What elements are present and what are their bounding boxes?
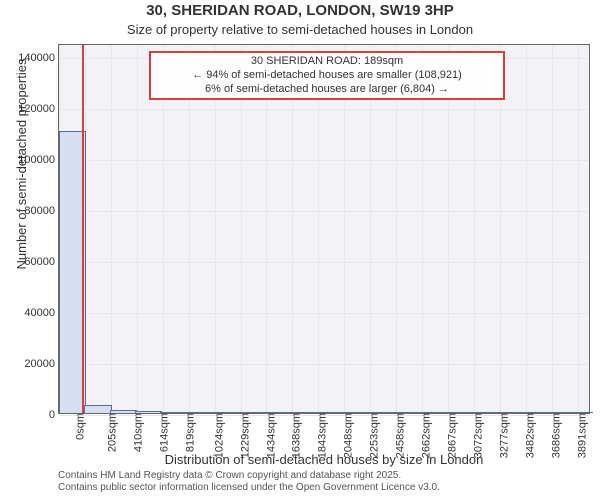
x-axis-label: Distribution of semi-detached houses by … [58, 452, 590, 467]
y-tick-label: 0 [49, 409, 59, 421]
grid-line [59, 262, 589, 263]
plot-area: 0200004000060000800001000001200001400000… [58, 44, 590, 414]
histogram-bar [490, 412, 517, 413]
footnote-line: Contains HM Land Registry data © Crown c… [58, 470, 440, 482]
footnote-line: Contains public sector information licen… [58, 482, 440, 494]
histogram-bar [515, 412, 542, 413]
histogram-bar [414, 412, 441, 413]
annotation-line: 6% of semi-detached houses are larger (6… [155, 83, 499, 97]
x-tick-label: 410sqm [130, 413, 144, 452]
histogram-bar [110, 410, 137, 413]
x-tick-label: 819sqm [182, 413, 196, 452]
grid-line [137, 45, 138, 413]
histogram-bar [566, 412, 593, 413]
histogram-bar [312, 412, 339, 413]
histogram-bar [363, 412, 390, 413]
histogram-bar [84, 405, 111, 413]
histogram-bar [388, 412, 415, 413]
histogram-bar [287, 412, 314, 413]
grid-line [526, 45, 527, 413]
reference-line [82, 45, 84, 413]
histogram-bar [540, 412, 567, 413]
histogram-bar [186, 412, 213, 413]
histogram-bar [160, 412, 187, 413]
grid-line [111, 45, 112, 413]
histogram-bar [236, 412, 263, 413]
grid-line [59, 109, 589, 110]
histogram-bar [464, 412, 491, 413]
annotation-line: 30 SHERIDAN ROAD: 189sqm [155, 55, 499, 69]
y-tick-label: 20000 [24, 358, 59, 370]
x-tick-label: 614sqm [156, 413, 170, 452]
x-tick-label: 205sqm [105, 413, 119, 452]
grid-line [59, 160, 589, 161]
annotation-line: ← 94% of semi-detached houses are smalle… [155, 69, 499, 83]
grid-line [59, 313, 589, 314]
y-tick-label: 40000 [24, 307, 59, 319]
histogram-bar [135, 411, 162, 413]
histogram-bar [439, 412, 466, 413]
chart-title: 30, SHERIDAN ROAD, LONDON, SW19 3HP [0, 2, 600, 19]
y-axis-label: Number of semi-detached properties [14, 0, 29, 349]
chart-subtitle: Size of property relative to semi-detach… [0, 22, 600, 37]
grid-line [578, 45, 579, 413]
histogram-bar [338, 412, 365, 413]
grid-line [59, 364, 589, 365]
histogram-bar [262, 412, 289, 413]
grid-line [552, 45, 553, 413]
chart-root: 30, SHERIDAN ROAD, LONDON, SW19 3HP Size… [0, 0, 600, 500]
histogram-bar [211, 412, 238, 413]
x-tick-label: 0sqm [72, 413, 86, 440]
annotation-box: 30 SHERIDAN ROAD: 189sqm← 94% of semi-de… [149, 51, 505, 100]
y-tick-label: 60000 [24, 256, 59, 268]
grid-line [59, 211, 589, 212]
footnote: Contains HM Land Registry data © Crown c… [58, 470, 440, 494]
y-tick-label: 80000 [24, 205, 59, 217]
